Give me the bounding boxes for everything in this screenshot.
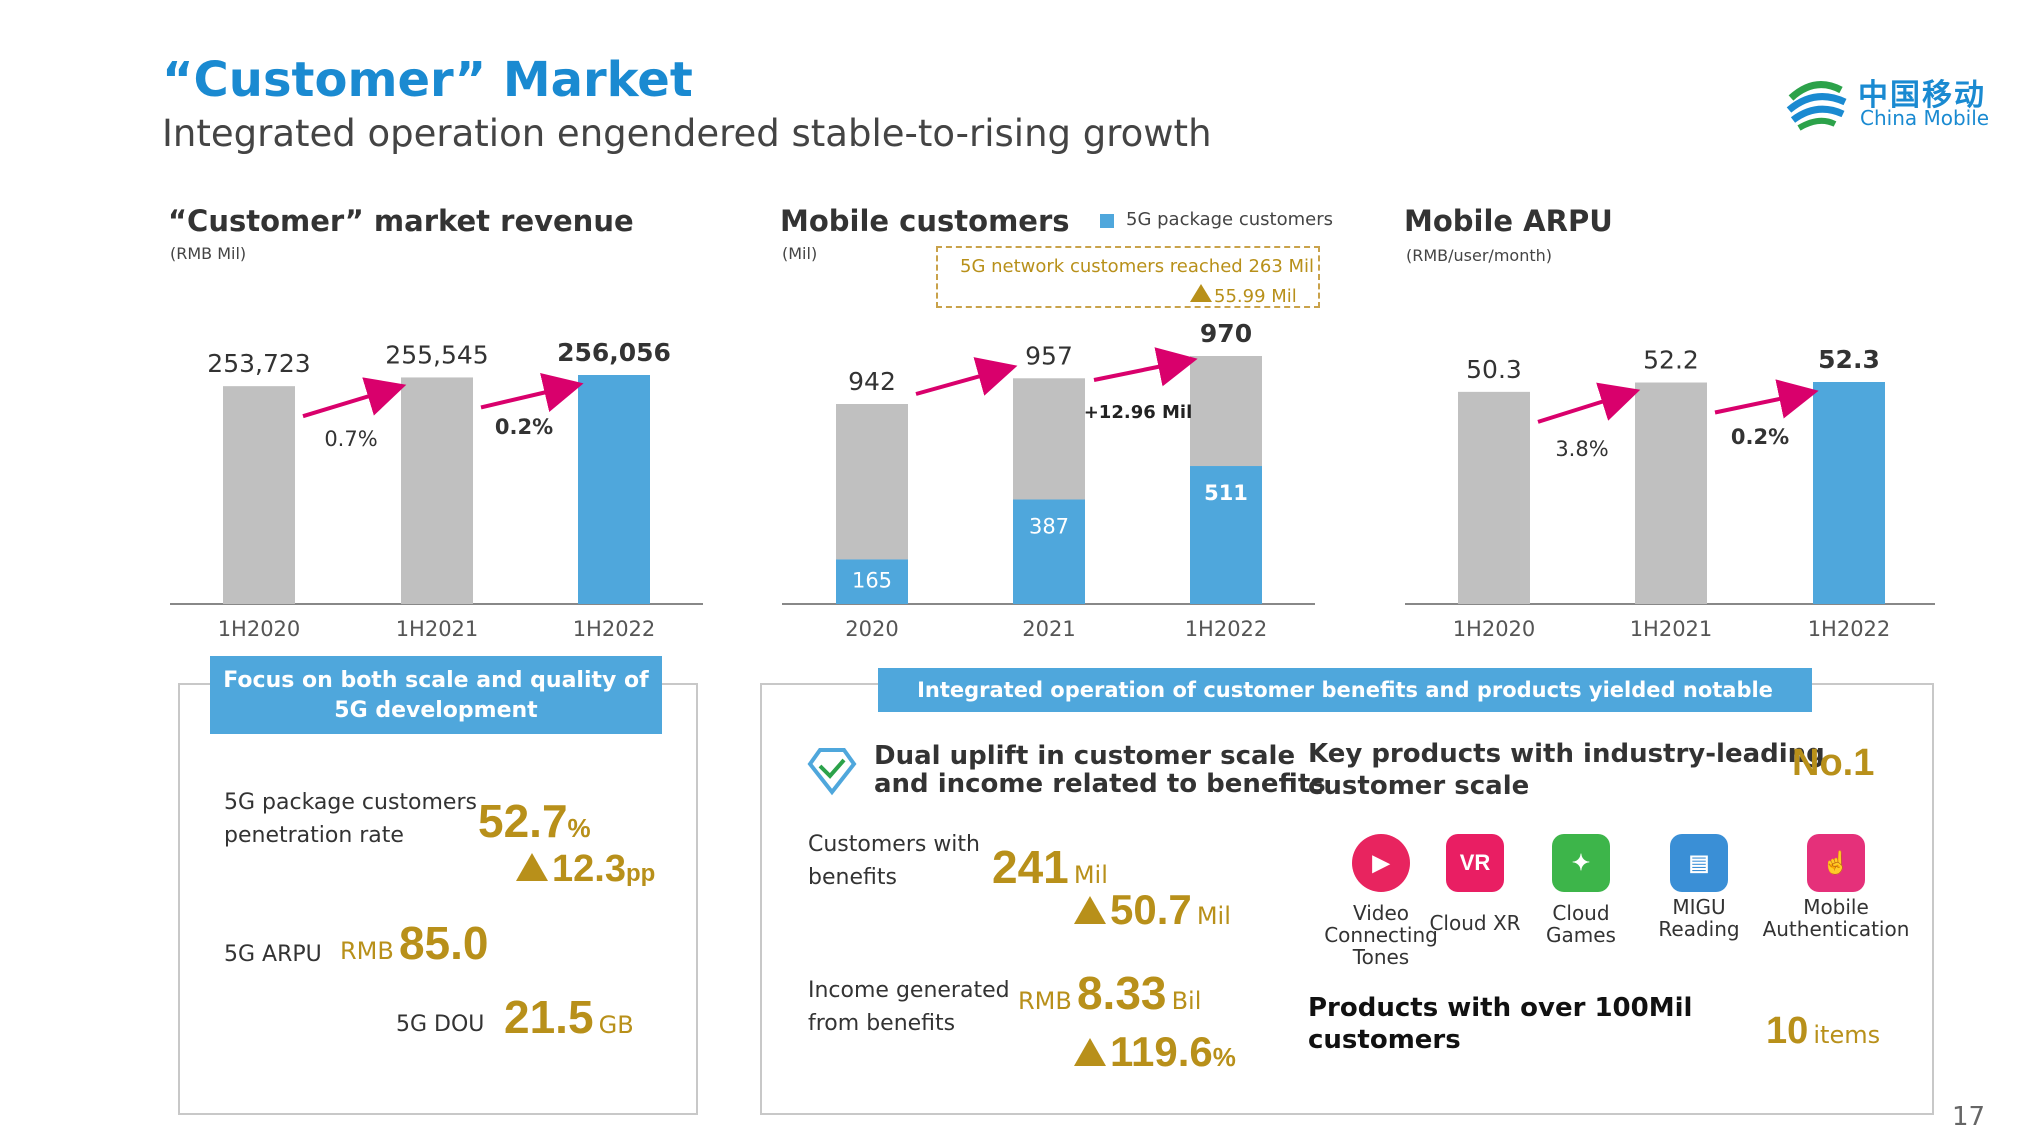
panel-5g-banner: Focus on both scale and quality of 5G de…	[210, 656, 662, 734]
diamond-icon	[807, 748, 857, 796]
mobile-chart-unit: (Mil)	[782, 244, 818, 263]
callout-text: 5G network customers reached 263 Mil	[960, 256, 1315, 277]
mobile-total-label: 942	[848, 367, 896, 396]
revenue-data-label: 256,056	[557, 338, 671, 367]
page-number: 17	[1952, 1102, 1986, 1132]
mobile-total-bar	[1013, 378, 1085, 500]
arpu-5g-value: RMB 85.0	[340, 917, 489, 969]
penetration-value: 52.7%	[478, 795, 591, 847]
revenue-chart-title: “Customer” market revenue	[168, 204, 634, 238]
arpu-tick-label: 1H2021	[1630, 617, 1713, 641]
up-triangle-icon	[516, 853, 548, 881]
panel-benefits-banner: Integrated operation of customer benefit…	[878, 668, 1812, 746]
cloud-games-icon: ✦	[1552, 834, 1610, 892]
mobile-total-label: 957	[1025, 341, 1073, 370]
arpu-tick-label: 1H2022	[1808, 617, 1891, 641]
customers-benefits-delta: 50.7 Mil	[1074, 886, 1231, 934]
revenue-growth-label: 0.2%	[495, 415, 553, 439]
arpu-tick-label: 1H2020	[1453, 617, 1536, 641]
mobile-tick-label: 2021	[1022, 617, 1075, 641]
mobile-chart-title: Mobile customers	[780, 204, 1070, 238]
revenue-chart-unit: (RMB Mil)	[170, 244, 247, 263]
products-row: ▶ Video Connecting Tones VR Cloud XR ✦ Clo…	[1296, 834, 1916, 974]
logo-english-text: China Mobile	[1860, 106, 1990, 130]
over-100mil-heading: Products with over 100Mil customers	[1308, 993, 1693, 1055]
revenue-growth-arrow	[302, 377, 407, 419]
revenue-bar	[578, 375, 650, 604]
panel-5g	[178, 683, 698, 1115]
dual-uplift-heading: Dual uplift in customer scale and income…	[874, 741, 1326, 799]
no1-badge: No.1	[1792, 742, 1875, 784]
product-video-tones[interactable]: ▶ Video Connecting Tones	[1316, 834, 1446, 968]
customers-benefits-label: Customers with benefits	[808, 832, 980, 890]
migu-reading-icon: ▤	[1670, 834, 1728, 892]
mobile-total-bar	[1190, 356, 1262, 467]
revenue-data-label: 255,545	[385, 340, 488, 369]
product-cloud-games[interactable]: ✦ Cloud Games	[1526, 834, 1636, 946]
mobile-tick-label: 1H2022	[1185, 617, 1268, 641]
revenue-bar	[401, 377, 473, 604]
page-title: “Customer” Market	[162, 52, 693, 108]
items-count: 10 items	[1766, 1010, 1881, 1052]
legend-swatch	[1100, 214, 1114, 228]
product-migu-reading[interactable]: ▤ MIGU Reading	[1644, 834, 1754, 940]
mobile-total-bar	[836, 404, 908, 560]
mobile-5g-label: 511	[1204, 481, 1248, 505]
callout-delta: 55.99 Mil	[1190, 284, 1297, 307]
charts-svg: 253,723 1H2020 255,545 1H2021 256,056 1H2022 0…	[170, 319, 1935, 641]
mobile-auth-icon: ☝	[1807, 834, 1865, 892]
customers-benefits-value: 241 Mil	[992, 841, 1108, 893]
china-mobile-logo-icon	[1786, 81, 1847, 131]
mobile-growth-arrow	[915, 357, 1018, 396]
mobile-delta-label: +12.96 Mil	[1084, 402, 1193, 423]
arpu-growth-arrow	[1537, 382, 1641, 424]
arpu-data-label: 50.3	[1466, 355, 1522, 384]
arpu-growth-label: 3.8%	[1555, 437, 1608, 461]
mobile-5g-label: 165	[852, 568, 892, 592]
arpu-bar	[1458, 391, 1530, 604]
cloud-xr-icon: VR	[1446, 834, 1504, 892]
arpu-data-label: 52.2	[1643, 345, 1699, 374]
revenue-tick-label: 1H2021	[396, 617, 479, 641]
revenue-growth-label: 0.7%	[324, 427, 377, 451]
logo-chinese-text: 中国移动	[1858, 78, 1986, 113]
revenue-growth-arrow	[480, 373, 584, 412]
up-triangle-icon	[1074, 896, 1106, 924]
arpu-5g-label: 5G ARPU	[224, 942, 322, 967]
revenue-tick-label: 1H2020	[218, 617, 301, 641]
revenue-bar	[223, 386, 295, 604]
page-subtitle: Integrated operation engendered stable-t…	[162, 112, 1212, 155]
dou-5g-label: 5G DOU	[396, 1012, 485, 1037]
mobile-growth-arrow	[1093, 347, 1198, 387]
income-benefits-delta: 119.6%	[1074, 1028, 1236, 1076]
up-triangle-icon	[1190, 284, 1212, 302]
revenue-data-label: 253,723	[207, 349, 310, 378]
mobile-total-label: 970	[1200, 319, 1252, 348]
penetration-label: 5G package customers penetration rate	[224, 790, 477, 848]
mobile-tick-label: 2020	[845, 617, 898, 641]
mobile-5g-bar	[836, 559, 908, 604]
key-products-heading: Key products with industry-leading custo…	[1308, 739, 1825, 801]
income-benefits-value: RMB 8.33 Bil	[1018, 967, 1202, 1019]
dou-5g-value: 21.5 GB	[504, 991, 634, 1043]
arpu-data-label: 52.3	[1818, 345, 1880, 374]
arpu-growth-arrow	[1714, 379, 1819, 419]
income-benefits-label: Income generated from benefits	[808, 978, 1010, 1036]
arpu-bar	[1635, 382, 1707, 604]
penetration-delta: 12.3pp	[516, 848, 655, 891]
product-mobile-auth[interactable]: ☝ Mobile Authentication	[1756, 834, 1916, 940]
mobile-5g-bar	[1190, 466, 1262, 604]
arpu-growth-label: 0.2%	[1731, 425, 1789, 449]
arpu-bar	[1813, 382, 1885, 604]
product-cloud-xr[interactable]: VR Cloud XR	[1420, 834, 1530, 934]
arpu-chart-unit: (RMB/user/month)	[1406, 246, 1552, 265]
legend-label: 5G package customers	[1126, 209, 1333, 230]
revenue-tick-label: 1H2022	[573, 617, 656, 641]
video-ringtone-icon: ▶	[1352, 834, 1410, 892]
mobile-5g-label: 387	[1029, 515, 1069, 539]
callout-box: 5G network customers reached 263 Mil 55.…	[936, 246, 1320, 308]
arpu-chart-title: Mobile ARPU	[1404, 204, 1613, 238]
up-triangle-icon	[1074, 1038, 1106, 1066]
mobile-5g-bar	[1013, 499, 1085, 604]
